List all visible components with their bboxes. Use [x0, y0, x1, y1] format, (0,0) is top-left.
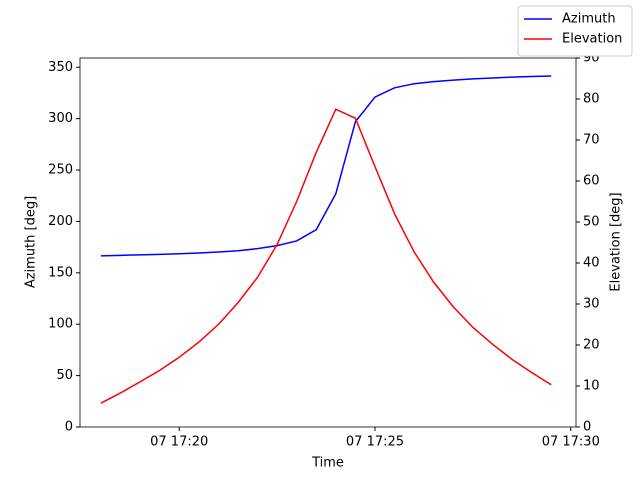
y2-tick-label: 80: [583, 92, 600, 107]
y2-tick-label: 40: [583, 256, 600, 271]
y-tick-label: 200: [48, 214, 73, 229]
y-axis-label: Azimuth [deg]: [24, 196, 39, 288]
series-line: [100, 75, 552, 257]
plot-frame: [79, 57, 577, 428]
legend-label: Elevation: [562, 32, 622, 47]
y-tick-label: 250: [48, 163, 73, 178]
y-tick-label: 300: [48, 111, 73, 126]
y-tick-label: 0: [65, 420, 73, 435]
legend-label: Azimuth: [562, 12, 616, 27]
series-line: [100, 108, 552, 404]
y2-tick-label: 0: [583, 420, 591, 435]
x-tick-label: 07 17:30: [542, 435, 600, 450]
y2-tick-label: 60: [583, 174, 600, 189]
x-tick-label: 07 17:25: [346, 435, 404, 450]
y2-tick-label: 50: [583, 215, 600, 230]
y2-tick-label: 70: [583, 133, 600, 148]
x-axis-label: Time: [311, 456, 344, 471]
y2-axis-label: Elevation [deg]: [609, 192, 624, 291]
y2-tick-label: 10: [583, 379, 600, 394]
y-tick-label: 350: [48, 60, 73, 75]
x-tick-label: 07 17:20: [150, 435, 208, 450]
y-tick-label: 100: [48, 317, 73, 332]
y2-tick-label: 20: [583, 338, 600, 353]
y-tick-label: 150: [48, 265, 73, 280]
y-tick-label: 50: [56, 368, 73, 383]
y2-tick-label: 30: [583, 297, 600, 312]
